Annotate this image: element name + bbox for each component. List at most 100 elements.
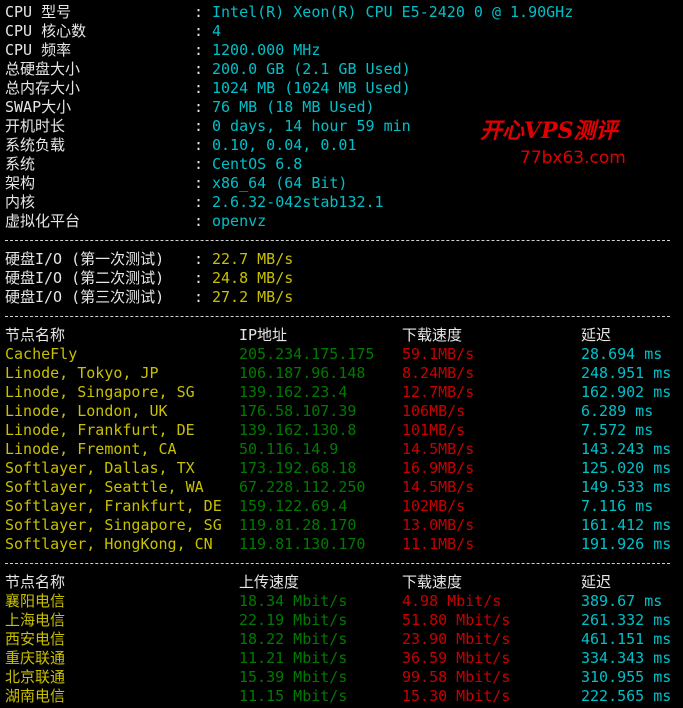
col-2: 15.39 Mbit/s (239, 668, 348, 686)
node-name: Linode, Frankfurt, DE (5, 421, 195, 439)
latency: 28.694 ms (581, 345, 663, 363)
node-name: Linode, Fremont, CA (5, 440, 177, 458)
latency: 6.289 ms (581, 402, 654, 420)
latency: 161.412 ms (581, 516, 672, 534)
table-row: 襄阳电信 18.34 Mbit/s 4.98 Mbit/s 389.67 ms (0, 592, 683, 611)
info-value: 200.0 GB (2.1 GB Used) (212, 60, 411, 78)
col-3: 12.7MB/s (402, 383, 475, 401)
colon: : (194, 117, 204, 135)
col-2: 18.22 Mbit/s (239, 630, 348, 648)
col-3: 59.1MB/s (402, 345, 475, 363)
node-name: Softlayer, Frankfurt, DE (5, 497, 222, 515)
col-2: 11.15 Mbit/s (239, 687, 348, 705)
col-2: 176.58.107.39 (239, 402, 357, 420)
col-2: 173.192.68.18 (239, 459, 357, 477)
colon: : (194, 79, 204, 97)
info-label: CPU 核心数 (5, 22, 87, 40)
info-label: 开机时长 (5, 117, 66, 135)
col-3: 51.80 Mbit/s (402, 611, 511, 629)
column-header: 下载速度 (402, 326, 463, 344)
col-3: 11.1MB/s (402, 535, 475, 553)
info-label: 架构 (5, 174, 36, 192)
node-name: 北京联通 (5, 668, 66, 686)
col-3: 8.24MB/s (402, 364, 475, 382)
column-header: 延迟 (581, 573, 612, 591)
latency: 125.020 ms (581, 459, 672, 477)
col-3: 101MB/s (402, 421, 466, 439)
table-row: Softlayer, Singapore, SG 119.81.28.170 13.… (0, 516, 683, 535)
col-2: 18.34 Mbit/s (239, 592, 348, 610)
table-row: 北京联通 15.39 Mbit/s 99.58 Mbit/s 310.955 ms (0, 668, 683, 687)
sysinfo-row: 架构: x86_64 (64 Bit) (0, 174, 683, 193)
col-3: 14.5MB/s (402, 478, 475, 496)
table-row: Linode, Tokyo, JP 106.187.96.148 8.24MB/s 2… (0, 364, 683, 383)
sysinfo-row: 总内存大小:1024 MB (1024 MB Used) (0, 79, 683, 98)
info-label: 内核 (5, 193, 36, 211)
sysinfo-row: 总硬盘大小:200.0 GB (2.1 GB Used) (0, 60, 683, 79)
table-row: 重庆联通 11.21 Mbit/s 36.59 Mbit/s 334.343 ms (0, 649, 683, 668)
latency: 7.116 ms (581, 497, 654, 515)
info-label: SWAP大小 (5, 98, 72, 116)
info-value: 1200.000 MHz (212, 41, 321, 59)
sysinfo-row: SWAP大小:76 MB (18 MB Used) (0, 98, 683, 117)
latency: 162.902 ms (581, 383, 672, 401)
table-row: Softlayer, Seattle, WA 67.228.112.250 14.5… (0, 478, 683, 497)
disk-io-value: 24.8 MB/s (212, 269, 294, 287)
colon: : (194, 288, 204, 306)
table-row: Softlayer, Frankfurt, DE 159.122.69.4 102M… (0, 497, 683, 516)
latency: 261.332 ms (581, 611, 672, 629)
node-name: Softlayer, Singapore, SG (5, 516, 222, 534)
separator-line (5, 240, 670, 241)
colon: : (194, 155, 204, 173)
colon: : (194, 212, 204, 230)
node_table-header: 节点名称 IP地址 下载速度 延迟 (0, 326, 683, 345)
node-name: Linode, London, UK (5, 402, 168, 420)
info-value: 1024 MB (1024 MB Used) (212, 79, 411, 97)
disk-io-value: 27.2 MB/s (212, 288, 294, 306)
info-label: CPU 频率 (5, 41, 72, 59)
info-label: 总硬盘大小 (5, 60, 81, 78)
latency: 149.533 ms (581, 478, 672, 496)
sysinfo-row: CPU 型号: Intel(R) Xeon(R) CPU E5-2420 0 @ … (0, 3, 683, 22)
info-value: 4 (212, 22, 222, 40)
watermark-url: 77bx63.com (520, 148, 626, 168)
col-2: 106.187.96.148 (239, 364, 366, 382)
disk-io-row: 硬盘I/O (第一次测试):22.7 MB/s (0, 250, 683, 269)
sysinfo-row: 系统: CentOS 6.8 (0, 155, 683, 174)
table-row: 上海电信 22.19 Mbit/s 51.80 Mbit/s 261.332 ms (0, 611, 683, 630)
info-value: Intel(R) Xeon(R) CPU E5-2420 0 @ 1.90GHz (212, 3, 574, 21)
column-header: 下载速度 (402, 573, 463, 591)
disk-io-row: 硬盘I/O (第二次测试):24.8 MB/s (0, 269, 683, 288)
latency: 334.343 ms (581, 649, 672, 667)
latency: 248.951 ms (581, 364, 672, 382)
latency: 389.67 ms (581, 592, 663, 610)
col-2: 139.162.23.4 (239, 383, 348, 401)
latency: 191.926 ms (581, 535, 672, 553)
col-2: 119.81.130.170 (239, 535, 366, 553)
sysinfo-row: 内核:2.6.32-042stab132.1 (0, 193, 683, 212)
sysinfo-row: 开机时长:0 days, 14 hour 59 min (0, 117, 683, 136)
colon: : (194, 98, 204, 116)
info-value: x86_64 (64 Bit) (212, 174, 348, 192)
colon: : (194, 60, 204, 78)
info-value: 0.10, 0.04, 0.01 (212, 136, 357, 154)
table-row: Linode, Singapore, SG 139.162.23.4 12.7MB/… (0, 383, 683, 402)
column-header: 节点名称 (5, 573, 66, 591)
info-label: 总内存大小 (5, 79, 81, 97)
node-name: Softlayer, HongKong, CN (5, 535, 213, 553)
col-2: 11.21 Mbit/s (239, 649, 348, 667)
info-value: openvz (212, 212, 267, 230)
col-2: 205.234.175.175 (239, 345, 375, 363)
sysinfo-row: CPU 核心数:4 (0, 22, 683, 41)
col-3: 106MB/s (402, 402, 466, 420)
column-header: 延迟 (581, 326, 612, 344)
latency: 310.955 ms (581, 668, 672, 686)
disk-io-label: 硬盘I/O (第三次测试) (5, 288, 165, 306)
col-2: 22.19 Mbit/s (239, 611, 348, 629)
info-value: 76 MB (18 MB Used) (212, 98, 375, 116)
table-row: 湖南电信 11.15 Mbit/s 15.30 Mbit/s 222.565 ms (0, 687, 683, 706)
sysinfo-row: CPU 频率:1200.000 MHz (0, 41, 683, 60)
table-row: Softlayer, Dallas, TX 173.192.68.18 16.9MB… (0, 459, 683, 478)
column-header: 上传速度 (239, 573, 300, 591)
